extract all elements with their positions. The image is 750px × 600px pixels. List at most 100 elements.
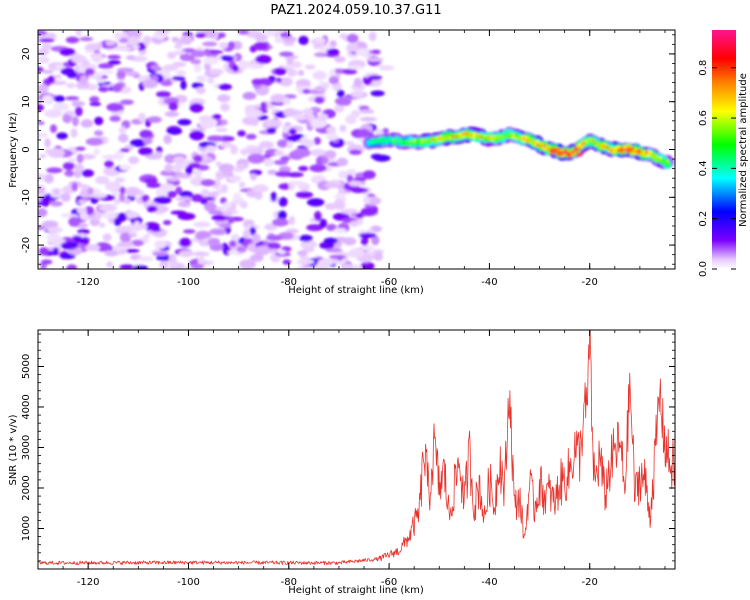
noise-cell	[238, 60, 250, 70]
noise-cell	[163, 134, 172, 145]
noise-cell	[109, 115, 121, 122]
noise-cell	[362, 170, 376, 180]
noise-cell	[178, 250, 194, 258]
noise-cell	[118, 193, 126, 203]
noise-cell	[165, 177, 180, 182]
ridge-cell	[413, 138, 416, 143]
noise-cell	[91, 53, 103, 63]
spectrogram-x-ticks: -120 -100 -80 -60 -40 -20	[37, 30, 666, 288]
ridge-cell	[533, 139, 536, 144]
noise-cell	[317, 113, 328, 122]
noise-cell	[328, 76, 339, 85]
ridge-cell	[613, 148, 616, 153]
noise-cell	[277, 139, 290, 148]
noise-cell	[175, 196, 193, 201]
noise-cell	[172, 76, 186, 81]
ridge-cell	[399, 138, 402, 143]
noise-cell	[193, 154, 203, 163]
y-tick-label: -10	[21, 189, 32, 205]
noise-cell	[155, 187, 170, 198]
noise-cell	[146, 182, 163, 188]
noise-cell	[286, 141, 294, 149]
ridge-cell	[540, 143, 543, 148]
noise-cell	[177, 119, 192, 126]
noise-cell	[274, 67, 287, 76]
noise-cell	[287, 68, 297, 78]
noise-cell	[266, 234, 284, 241]
ridge-cell	[497, 135, 500, 140]
noise-cell	[252, 184, 269, 193]
noise-cell	[46, 226, 63, 233]
noise-cell	[127, 36, 139, 46]
ridge-cell	[582, 142, 585, 147]
noise-cell	[230, 233, 240, 243]
noise-cell	[85, 244, 101, 252]
ridge-cell	[571, 150, 574, 155]
noise-cell	[200, 179, 216, 187]
noise-cell	[53, 188, 60, 195]
noise-cell	[115, 226, 132, 235]
noise-cell	[268, 248, 279, 254]
spectrogram-x-axis-label: Height of straight line (km)	[288, 285, 424, 296]
noise-cell	[254, 33, 268, 42]
noise-cell	[249, 226, 256, 236]
ridge-cell	[494, 135, 497, 139]
ridge-cell	[482, 135, 488, 142]
noise-cell	[41, 43, 52, 50]
noise-cell	[38, 173, 46, 181]
noise-cell	[310, 149, 326, 157]
noise-cell	[175, 173, 193, 179]
noise-cell	[190, 50, 207, 58]
noise-cell	[125, 211, 140, 219]
noise-cell	[342, 68, 358, 75]
noise-cell	[339, 33, 348, 39]
noise-cell	[206, 135, 225, 142]
noise-cell	[79, 188, 90, 198]
noise-cell	[140, 223, 148, 230]
noise-cell	[338, 170, 349, 179]
noise-cell	[202, 41, 218, 47]
x-tick-label: -20	[582, 577, 598, 588]
noise-cell	[173, 163, 183, 173]
noise-cell	[286, 56, 294, 66]
noise-cell	[60, 241, 79, 250]
noise-cell	[173, 156, 186, 164]
noise-cell	[334, 193, 346, 199]
noise-cell	[366, 57, 384, 62]
noise-cell	[166, 127, 183, 135]
noise-cell	[118, 37, 129, 44]
noise-cell	[80, 74, 88, 85]
noise-cell	[42, 69, 54, 74]
ridge-cell	[652, 154, 655, 159]
noise-cell	[218, 223, 232, 229]
noise-cell	[124, 186, 141, 197]
noise-cell	[62, 162, 75, 171]
noise-cell	[72, 235, 82, 241]
noise-cell	[304, 64, 316, 70]
noise-cell	[162, 64, 179, 72]
snr-y-ticks: 1000 2000 3000 4000 5000	[21, 333, 675, 570]
noise-cell	[85, 45, 98, 50]
noise-cell	[67, 111, 74, 116]
noise-cell	[229, 240, 237, 248]
noise-cell	[363, 195, 370, 205]
snr-plot-area	[38, 330, 675, 569]
noise-cell	[143, 222, 160, 231]
noise-cell	[370, 153, 383, 160]
noise-cell	[97, 63, 114, 69]
noise-cell	[53, 102, 69, 111]
colorbar-tick-label: 0.8	[698, 60, 709, 76]
ridge-peak	[460, 131, 468, 136]
noise-cell	[119, 232, 132, 243]
noise-cell	[242, 91, 257, 100]
noise-cell	[360, 235, 369, 246]
noise-cell	[207, 77, 215, 84]
noise-cell	[302, 88, 311, 94]
y-tick-label: 20	[21, 48, 32, 61]
ridge-cell	[522, 136, 525, 141]
noise-cell	[123, 198, 131, 205]
noise-cell	[71, 54, 87, 64]
noise-cell	[275, 77, 282, 83]
noise-cell	[107, 60, 121, 65]
x-tick-label: -120	[77, 277, 100, 288]
